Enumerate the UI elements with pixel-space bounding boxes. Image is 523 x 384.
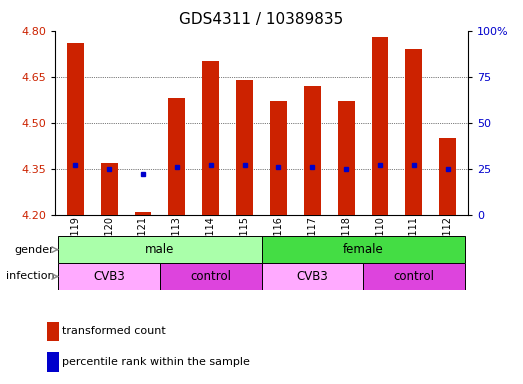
Bar <box>270 101 287 215</box>
Bar <box>67 43 84 215</box>
Title: GDS4311 / 10389835: GDS4311 / 10389835 <box>179 12 344 27</box>
Bar <box>47 322 59 341</box>
Bar <box>202 61 219 215</box>
Text: control: control <box>393 270 435 283</box>
Bar <box>58 263 160 290</box>
Bar <box>262 236 465 263</box>
Bar <box>47 352 59 372</box>
Bar <box>168 98 185 215</box>
Text: percentile rank within the sample: percentile rank within the sample <box>62 357 249 367</box>
Text: gender: gender <box>15 245 54 255</box>
Bar <box>262 263 363 290</box>
Text: transformed count: transformed count <box>62 326 165 336</box>
Bar <box>363 263 465 290</box>
Bar <box>405 49 423 215</box>
Bar <box>338 101 355 215</box>
Bar <box>100 163 118 215</box>
Bar <box>439 138 456 215</box>
Bar <box>134 212 152 215</box>
Text: male: male <box>145 243 175 256</box>
Bar <box>160 263 262 290</box>
Bar <box>304 86 321 215</box>
Bar <box>58 236 262 263</box>
Text: CVB3: CVB3 <box>93 270 125 283</box>
Text: infection: infection <box>6 271 54 281</box>
Bar <box>371 37 389 215</box>
Text: control: control <box>190 270 231 283</box>
Text: female: female <box>343 243 383 256</box>
Bar <box>236 80 253 215</box>
Text: CVB3: CVB3 <box>297 270 328 283</box>
